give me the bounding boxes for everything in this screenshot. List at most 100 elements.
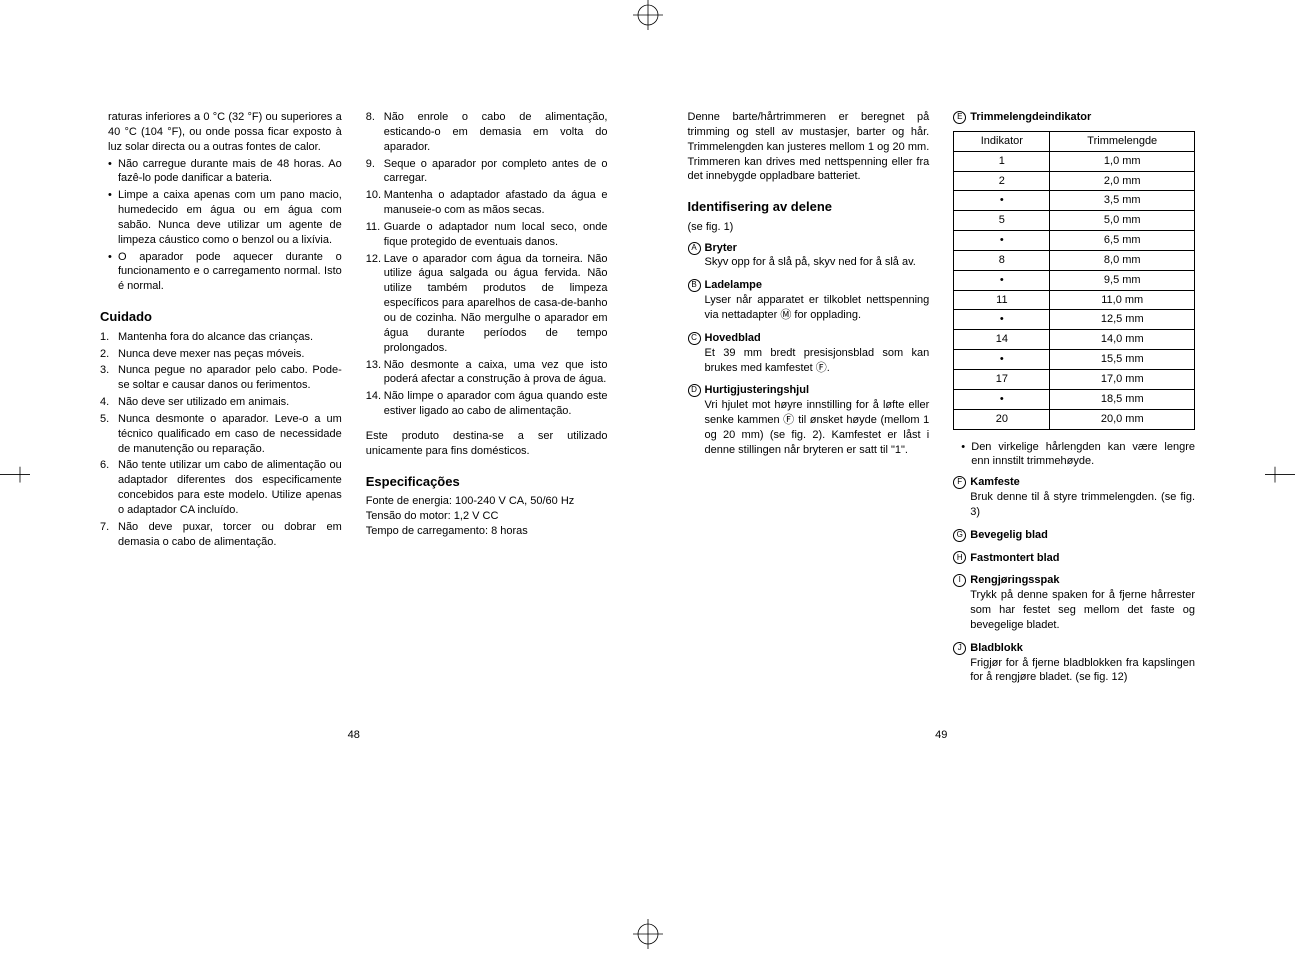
part-term: Bryter [705,241,737,256]
intro-text: Denne barte/hårtrimmeren er beregnet på … [688,110,930,184]
num-item: 1.Mantenha fora do alcance das crianças. [100,330,342,345]
table-cell: • [954,350,1050,370]
part-term: Rengjøringsspak [970,573,1059,588]
table-row: •15,5 mm [954,350,1195,370]
letter-icon: H [953,551,966,564]
right-col-1: Denne barte/hårtrimmeren er beregnet på … [688,110,930,693]
table-cell: 20,0 mm [1050,409,1195,429]
table-cell: • [954,310,1050,330]
num-item: 8.Não enrole o cabo de alimentação, esti… [366,110,608,155]
num-item: 13.Não desmonte a caixa, uma vez que ist… [366,358,608,388]
part-item: BLadelampeLyser når apparatet er tilkobl… [688,278,930,323]
table-row: 11,0 mm [954,151,1195,171]
num-item: 3.Nunca pegue no aparador pelo cabo. Pod… [100,363,342,393]
table-row: 2020,0 mm [954,409,1195,429]
part-label: I Rengjøringsspak [953,573,1195,588]
spec-line: Fonte de energia: 100-240 V CA, 50/60 Hz [366,494,608,509]
table-cell: 9,5 mm [1050,270,1195,290]
part-label: C Hovedblad [688,331,930,346]
table-row: •6,5 mm [954,231,1195,251]
table-label-text: Trimmelengdeindikator [970,110,1091,125]
num-item: 12.Lave o aparador com água da torneira.… [366,252,608,356]
part-label: A Bryter [688,241,930,256]
part-desc: Vri hjulet mot høyre innstilling for å l… [688,398,930,457]
table-row: 55,0 mm [954,211,1195,231]
table-cell: 11,0 mm [1050,290,1195,310]
purpose-text: Este produto destina-se a ser utilizado … [366,429,608,459]
table-row: 88,0 mm [954,250,1195,270]
left-col-1: raturas inferiores a 0 °C (32 °F) ou sup… [100,110,342,693]
table-cell: 8 [954,250,1050,270]
table-cell: 17 [954,369,1050,389]
table-cell: 6,5 mm [1050,231,1195,251]
part-desc: Et 39 mm bredt presisjonsblad som kan br… [688,346,930,376]
table-cell: • [954,191,1050,211]
table-cell: 14,0 mm [1050,330,1195,350]
crop-mark-top [633,0,663,35]
spec-line: Tempo de carregamento: 8 horas [366,524,608,539]
letter-icon: A [688,242,701,255]
num-item: 11.Guarde o adaptador num local seco, on… [366,220,608,250]
note-bullet: Den virkelige hårlengden kan være lengre… [961,440,1195,470]
part-label: DHurtigjusteringshjul [688,383,930,398]
num-item: 14.Não limpe o aparador com água quando … [366,389,608,419]
part-item: JBladblokkFrigjør for å fjerne bladblokk… [953,641,1195,686]
part-label: JBladblokk [953,641,1195,656]
table-row: •18,5 mm [954,389,1195,409]
table-cell: 5 [954,211,1050,231]
trim-table: IndikatorTrimmelengde 11,0 mm22,0 mm•3,5… [953,131,1195,430]
part-label: BLadelampe [688,278,930,293]
table-cell: 2,0 mm [1050,171,1195,191]
num-item: 6.Não tente utilizar um cabo de alimenta… [100,458,342,517]
spec-line: Tensão do motor: 1,2 V CC [366,509,608,524]
table-header: Trimmelengde [1050,131,1195,151]
crop-mark-right [1265,467,1295,488]
crop-mark-left [0,467,30,488]
part-item: DHurtigjusteringshjulVri hjulet mot høyr… [688,383,930,457]
table-row: 1111,0 mm [954,290,1195,310]
letter-icon: C [688,332,701,345]
num-item: 10.Mantenha o adaptador afastado da água… [366,188,608,218]
table-cell: 2 [954,171,1050,191]
part-term: Fastmontert blad [970,551,1059,566]
table-label: E Trimmelengdeindikator [953,110,1195,125]
table-cell: • [954,270,1050,290]
letter-icon: F [953,476,966,489]
bullet-item: Não carregue durante mais de 48 horas. A… [108,157,342,187]
table-row: •9,5 mm [954,270,1195,290]
table-cell: 1 [954,151,1050,171]
table-cell: 11 [954,290,1050,310]
part-term: Bevegelig blad [970,528,1048,543]
letter-icon: I [953,574,966,587]
table-cell: 5,0 mm [1050,211,1195,231]
table-row: 1414,0 mm [954,330,1195,350]
part-term: Bladblokk [970,641,1023,656]
part-desc: Frigjør for å fjerne bladblokken fra kap… [953,656,1195,686]
part-item: H Fastmontert blad [953,551,1195,566]
table-cell: 15,5 mm [1050,350,1195,370]
table-cell: 3,5 mm [1050,191,1195,211]
letter-e-icon: E [953,111,966,124]
heading-especificacoes: Especificações [366,473,608,491]
table-cell: 12,5 mm [1050,310,1195,330]
page-left: raturas inferiores a 0 °C (32 °F) ou sup… [100,110,608,693]
table-cell: • [954,231,1050,251]
part-item: IRengjøringsspakTrykk på denne spaken fo… [953,573,1195,632]
bullet-item: O aparador pode aquecer durante o funcio… [108,250,342,295]
table-cell: 14 [954,330,1050,350]
part-term: Hovedblad [705,331,761,346]
num-item: 4.Não deve ser utilizado em animais. [100,395,342,410]
page-number-left: 48 [348,728,360,743]
part-label: H Fastmontert blad [953,551,1195,566]
table-cell: • [954,389,1050,409]
table-cell: 17,0 mm [1050,369,1195,389]
parts-list-1: ABryterSkyv opp for å slå på, skyv ned f… [688,241,930,458]
left-col-2: 8.Não enrole o cabo de alimentação, esti… [366,110,608,693]
cuidado-list-continued: 8.Não enrole o cabo de alimentação, esti… [366,110,608,419]
table-header: Indikator [954,131,1050,151]
table-cell: 1,0 mm [1050,151,1195,171]
part-desc: Bruk denne til å styre trimmelengden. (s… [953,490,1195,520]
parts-list-2: FKamfesteBruk denne til å styre trimmele… [953,475,1195,685]
right-col-2: E Trimmelengdeindikator IndikatorTrimmel… [953,110,1195,693]
continued-bullets: raturas inferiores a 0 °C (32 °F) ou sup… [100,110,342,294]
